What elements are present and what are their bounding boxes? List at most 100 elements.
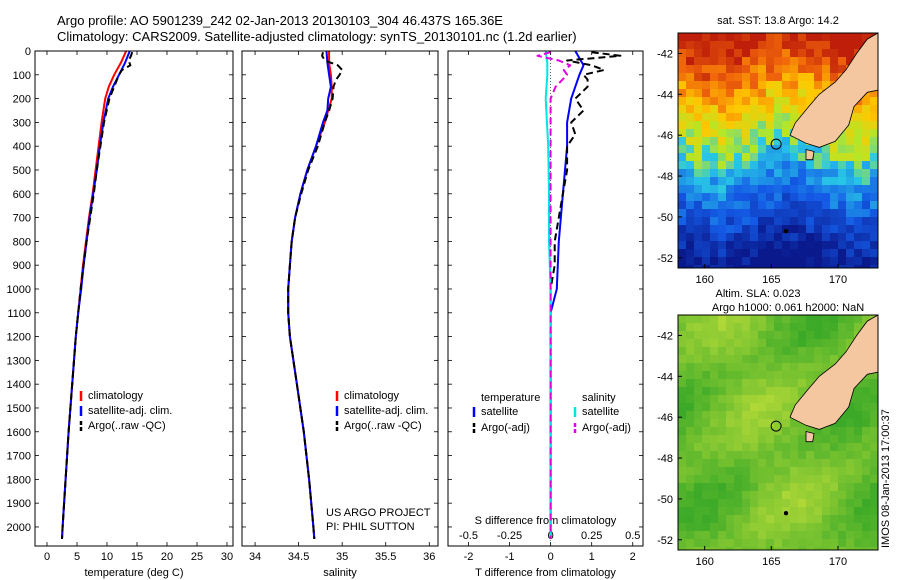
map2-cell (862, 395, 870, 403)
map1-cell (702, 105, 710, 113)
map2-cell (734, 523, 742, 531)
map2-cell (702, 403, 710, 411)
map1-cell (846, 265, 854, 268)
map1-cell (782, 113, 790, 121)
map2-cell (726, 459, 734, 467)
map2-cell (790, 339, 798, 347)
map1-cell (798, 145, 806, 153)
map1-cell (830, 41, 838, 49)
map2-cell (726, 523, 734, 531)
map1-cell (870, 161, 878, 169)
map2-cell (758, 371, 766, 379)
map2-cell (862, 539, 870, 547)
map1-cell (686, 81, 694, 89)
map2-cell (726, 451, 734, 459)
map1-cell (678, 161, 686, 169)
map2-cell (774, 395, 782, 403)
map1-cell (838, 33, 846, 41)
map1-cell (726, 145, 734, 153)
map2-cell (718, 339, 726, 347)
map2-cell (822, 451, 830, 459)
map2-cell (694, 539, 702, 547)
depth-tick-label: 1000 (7, 284, 31, 296)
map1-cell (798, 97, 806, 105)
map1-cell (814, 233, 822, 241)
map2-cell (814, 371, 822, 379)
map1-cell (790, 105, 798, 113)
map1-cell (734, 153, 742, 161)
map1-cell (790, 185, 798, 193)
map2-cell (710, 339, 718, 347)
map2-cell (774, 411, 782, 419)
map2-cell (822, 467, 830, 475)
map2-cell (798, 355, 806, 363)
map2-cell (750, 403, 758, 411)
map2-cell (694, 395, 702, 403)
depth-tick-label: 1400 (7, 379, 31, 391)
map2-cell (822, 443, 830, 451)
map1-cell (686, 209, 694, 217)
map1-cell (854, 137, 862, 145)
map1-cell (870, 129, 878, 137)
map1-cell (782, 41, 790, 49)
map1-cell (750, 73, 758, 81)
map1-cell (870, 137, 878, 145)
panel1-xlabel: temperature (deg C) (84, 567, 183, 579)
map1-cell (862, 33, 870, 41)
map2-cell (718, 355, 726, 363)
map2-cell (862, 419, 870, 427)
map1-cell (838, 241, 846, 249)
map1-cell (862, 257, 870, 265)
map1-cell (710, 185, 718, 193)
map2-cell (782, 371, 790, 379)
map1-cell (694, 65, 702, 73)
map1-cell (814, 217, 822, 225)
map2-cell (782, 395, 790, 403)
map1-cell (798, 217, 806, 225)
map2-cell (822, 515, 830, 523)
map2-cell (854, 475, 862, 483)
map1-cell (742, 33, 750, 41)
map2-cell (710, 419, 718, 427)
map1-cell (726, 201, 734, 209)
map1-cell (798, 241, 806, 249)
map2-cell (806, 371, 814, 379)
map1-cell (830, 33, 838, 41)
map2-cell (710, 507, 718, 515)
map2-cell (694, 451, 702, 459)
map2-cell (870, 475, 878, 483)
map2-cell (742, 491, 750, 499)
map1-cell (870, 89, 878, 97)
map1-cell (782, 169, 790, 177)
map1-cell (686, 73, 694, 81)
map1-cell (750, 153, 758, 161)
map1-cell (686, 49, 694, 57)
map1-cell (790, 113, 798, 121)
map2-cell (750, 459, 758, 467)
map2-cell (758, 387, 766, 395)
map2-cell (750, 323, 758, 331)
map2-cell (734, 475, 742, 483)
panel3-xlabel: T difference from climatology (475, 567, 616, 579)
map1-cell (710, 193, 718, 201)
map1-cell (694, 249, 702, 257)
map2-cell (870, 507, 878, 515)
map1-cell (814, 81, 822, 89)
map2-cell (766, 515, 774, 523)
map1-cell (838, 57, 846, 65)
map1-cell (830, 217, 838, 225)
map1-cell (750, 33, 758, 41)
map1-cell (742, 209, 750, 217)
map2-cell (814, 323, 822, 331)
map2-cell (870, 379, 878, 387)
map2-cell (798, 467, 806, 475)
map1-cell (742, 233, 750, 241)
panel3-x2tick-label: -0.25 (497, 530, 522, 542)
map1-cell (686, 265, 694, 268)
map2-cell (838, 531, 846, 539)
map1-cell (734, 89, 742, 97)
map1-cell (702, 249, 710, 257)
map1-cell (862, 225, 870, 233)
map2-cell (806, 531, 814, 539)
map2-cell (734, 347, 742, 355)
